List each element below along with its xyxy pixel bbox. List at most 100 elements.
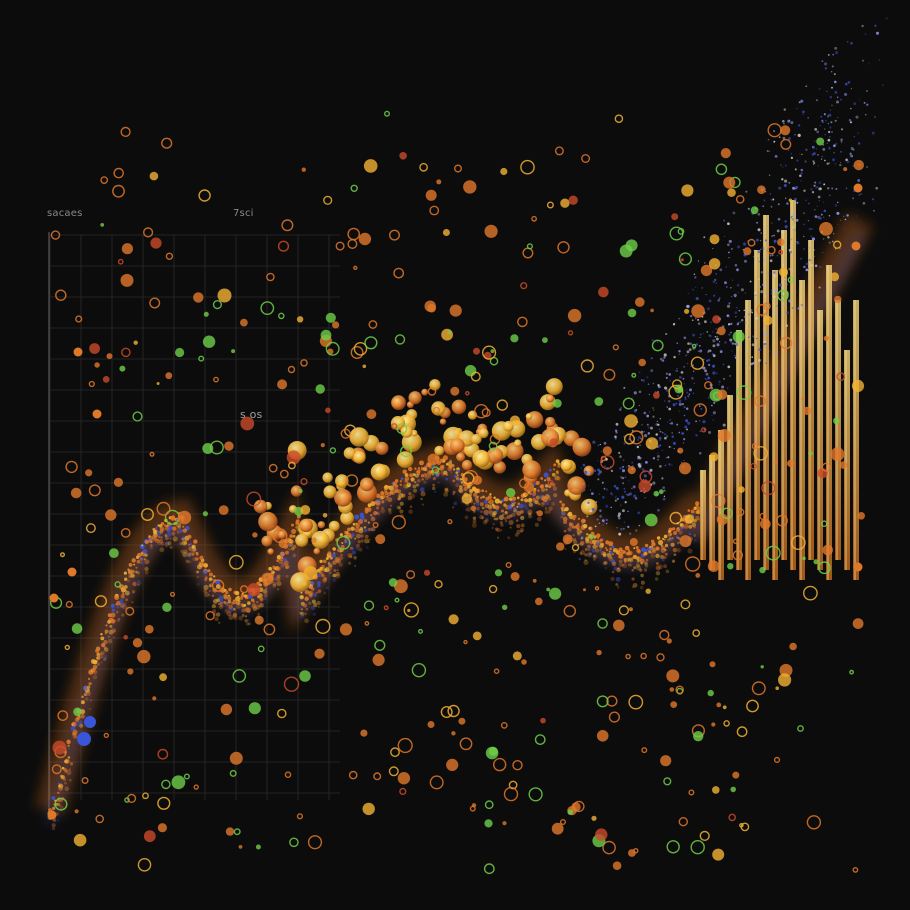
scatter-dot <box>583 588 586 592</box>
spray-dot <box>796 159 799 162</box>
spray-dot <box>885 17 888 20</box>
wave-dot <box>150 540 153 544</box>
wave-dot <box>635 545 639 550</box>
wave-bubble <box>514 439 522 447</box>
wave-dot <box>116 618 120 623</box>
spray-dot <box>810 188 813 191</box>
wave-dot <box>516 505 519 508</box>
scatter-ring <box>818 561 831 575</box>
scatter-ring <box>767 245 776 255</box>
wave-dot <box>364 534 369 539</box>
wave-bubble <box>505 442 524 461</box>
scatter-ring <box>797 725 804 732</box>
wave-dot <box>56 802 59 806</box>
scatter-ring <box>289 837 299 848</box>
spray-dot <box>588 526 591 530</box>
wave-dot <box>667 530 671 534</box>
wave-dot <box>368 527 373 532</box>
spray-dot <box>661 431 664 434</box>
wave-bubble <box>408 391 422 405</box>
spray-dot <box>774 351 778 355</box>
wave-dot <box>636 559 640 563</box>
wave-dot <box>509 497 513 501</box>
wave-dot <box>450 471 453 474</box>
spray-dot <box>627 525 630 529</box>
scatter-ring <box>488 584 498 594</box>
wave-dot <box>236 604 242 609</box>
wave-dot <box>318 570 323 575</box>
wave-dot <box>496 536 500 539</box>
scatter-dot <box>261 572 274 585</box>
spray-dot <box>718 297 721 300</box>
spray-dot <box>794 229 796 231</box>
spray-dot <box>761 315 763 318</box>
wave-dot <box>83 692 88 697</box>
wave-dot <box>523 499 526 502</box>
scatter-ring <box>528 787 543 802</box>
spray-dot <box>822 148 826 151</box>
spray-dot <box>768 150 770 152</box>
wave-dot <box>157 535 161 539</box>
scatter-dot <box>787 459 795 467</box>
scatter-ring <box>368 320 378 329</box>
wave-dot <box>218 595 224 601</box>
wave-dot <box>153 536 158 541</box>
scatter-ring <box>347 238 358 249</box>
spray-dot <box>650 369 654 373</box>
spray-dot <box>798 101 801 104</box>
wave-dot <box>323 576 328 581</box>
spray-dot <box>788 181 791 184</box>
wave-dot <box>678 530 683 535</box>
spray-dot <box>834 46 838 50</box>
scatter-ring <box>325 341 340 356</box>
spray-dot <box>658 438 661 442</box>
scatter-ring <box>127 793 137 804</box>
wave-dot <box>645 558 649 562</box>
wave-dot <box>310 581 315 585</box>
wave-dot <box>580 537 583 540</box>
spray-dot <box>704 377 707 380</box>
scatter-ring <box>463 470 479 486</box>
wave-dot <box>667 532 672 537</box>
wave-dot <box>276 559 279 563</box>
scatter-ring <box>464 390 470 396</box>
scatter-ring <box>631 372 637 378</box>
scatter-ring <box>114 581 121 588</box>
spray-dot <box>616 497 619 501</box>
spray-dot <box>681 432 685 435</box>
spray-dot <box>637 457 640 460</box>
scatter-ring <box>233 828 241 836</box>
wave-dot <box>488 499 494 505</box>
spray-dot <box>765 362 767 364</box>
wave-dot <box>304 618 309 624</box>
wave-dot <box>553 463 557 467</box>
wave-dot <box>311 587 315 591</box>
spray-dot <box>826 90 828 93</box>
wave-dot <box>528 514 533 519</box>
wave-dot <box>517 502 521 506</box>
wave-dot <box>276 574 281 579</box>
wave-dot <box>618 554 624 560</box>
wave-dot <box>432 483 436 487</box>
bar <box>772 270 778 580</box>
wave-dot <box>339 550 342 553</box>
spray-dot <box>805 199 807 201</box>
spray-dot <box>665 372 668 375</box>
wave-dot <box>119 602 125 608</box>
spray-dot <box>668 463 671 466</box>
bar-highlight <box>818 310 820 570</box>
scatter-dot <box>839 461 848 469</box>
wave-dot <box>454 474 457 478</box>
spray-dot <box>783 304 785 307</box>
spray-dot <box>666 435 669 438</box>
wave-dot <box>96 652 101 657</box>
spray-dot <box>815 99 818 102</box>
spray-dot <box>687 342 690 345</box>
scatter-dot <box>73 833 87 847</box>
spray-dot <box>773 271 776 274</box>
wave-dot <box>71 723 74 726</box>
spray-dot <box>792 186 796 190</box>
scatter-ring <box>750 462 757 470</box>
wave-dot <box>485 512 489 516</box>
